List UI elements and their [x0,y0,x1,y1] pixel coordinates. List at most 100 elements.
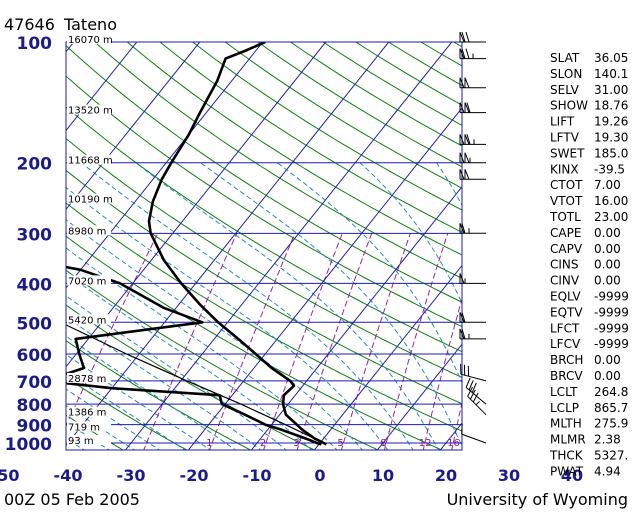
isotherm [250,185,462,450]
index-value: 0.00 [594,353,621,367]
height-label-bg [67,435,111,445]
index-value: 0.00 [594,274,621,288]
moist-adiabat [66,316,262,450]
dry-adiabat [66,235,443,450]
wind-barb-shape [459,312,486,323]
index-name: TOTL [549,210,581,224]
wind-barb [459,31,486,43]
index-name: MLMR [550,433,586,447]
height-label-bg [67,314,111,325]
height-label: 719 m [68,422,100,433]
mixing-ratio-lines [66,233,555,451]
index-name: LFCT [550,321,580,335]
dry-adiabat [126,42,462,256]
height-label: 16070 m [68,35,113,46]
wind-barb [460,363,487,382]
dry-adiabat [66,75,462,328]
mixing-ratio-labels: 1 2 3 5 8 12 16 [206,438,460,449]
moist-adiabat [66,247,338,450]
index-name: SWET [550,146,585,160]
mixing-ratio-line [474,233,525,451]
wind-barb-shape [459,48,486,60]
dry-adiabat [66,376,188,450]
index-value: 0.00 [594,258,621,272]
height-label: 2878 m [68,374,106,385]
index-value: 31.00 [594,83,628,97]
station-id: 47646 [4,15,55,34]
mixing-ratio-label: 2 [260,438,266,449]
dewpoint-line [66,265,322,446]
moist-adiabats [66,162,462,450]
height-label-bg [67,275,111,286]
mixing-ratio-line [340,233,411,450]
index-value: 264.8 [594,385,628,399]
dry-adiabat [66,202,462,432]
pressure-tick-label: 800 [17,396,53,416]
dry-adiabat [159,42,462,233]
wind-barb-shape [461,423,487,444]
wind-barb-shape [459,31,486,43]
index-name: BRCH [550,353,583,367]
height-label-bg [67,34,111,44]
dry-adiabat [66,44,462,303]
index-value: 7.00 [594,178,621,192]
isotherm [313,264,462,450]
mixing-ratio-line [451,400,462,450]
wind-barb [465,377,487,405]
mixing-ratio-label: 16 [447,438,460,449]
temperature-tick-label: 20 [435,466,457,485]
mixing-ratio-line [509,233,555,451]
dry-adiabat [191,42,462,211]
index-value: 36.05 [594,51,628,65]
height-label: 93 m [68,436,94,447]
index-name: SLON [550,67,582,81]
index-value: 16.00 [594,194,628,208]
index-value: 18.76 [594,99,628,113]
height-label-bg [67,104,111,115]
height-label-bg [67,154,111,165]
mixing-ratio-line [383,233,449,450]
data-source: University of Wyoming [447,490,628,509]
height-label: 1386 m [68,408,106,419]
wind-barb-shape [459,273,486,284]
isotherm [66,42,264,289]
index-value: 23.00 [594,210,628,224]
index-name: CINS [550,258,579,272]
parcel-path-line [66,324,325,444]
isotherm [66,42,327,368]
moist-adiabat [359,162,462,305]
moist-adiabat [66,353,212,450]
wind-barb [459,312,486,323]
temperature-tick-label: 40 [561,466,583,485]
height-label: 11668 m [68,156,113,167]
height-label-bg [67,372,111,383]
index-name: LFTV [550,131,580,145]
index-name: EQLV [550,290,581,304]
moist-adiabat [66,186,389,450]
isobars [66,42,462,444]
index-value: -9999 [594,290,629,304]
isotherm [66,42,138,132]
temperature-tick-label: -40 [54,466,83,485]
dry-adiabat [289,42,462,147]
index-value: -9999 [594,321,629,335]
mixing-ratio-label: 12 [419,438,432,449]
wind-barb-shape [459,152,486,164]
isotherm [124,42,453,450]
dry-adiabat [66,340,252,450]
index-name: BRCV [550,369,583,383]
index-name: VTOT [550,194,583,208]
wind-barb-shape [460,363,487,382]
moist-adiabat [200,162,462,448]
height-label: 8980 m [68,226,106,237]
wind-barb-shape [459,328,486,340]
mixing-ratio-label: 1 [206,438,212,449]
wind-barbs [459,31,487,444]
pressure-tick-label: 600 [17,346,53,366]
height-labels: 16070 m 13520 m 11668 m 10190 m 8980 m 7020 m… [67,34,113,447]
pressure-tick-label: 100 [17,34,53,54]
index-value: 275.9 [594,417,628,431]
temperature-tick-label: 0 [314,466,325,485]
index-name: EQTV [550,305,583,319]
index-value: -9999 [594,337,629,351]
